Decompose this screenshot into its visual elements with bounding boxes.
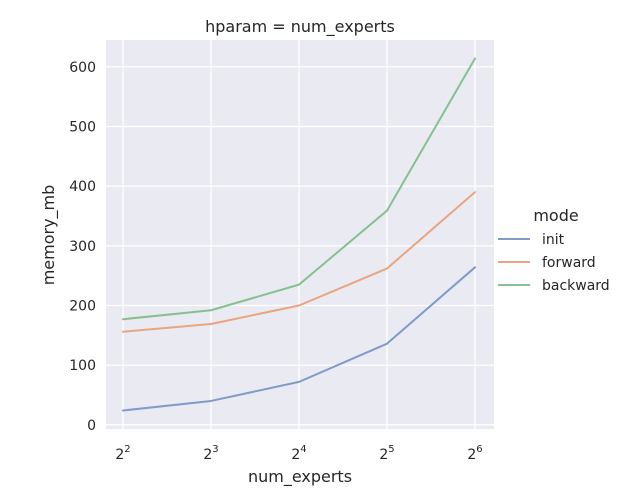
legend-label-backward: backward xyxy=(542,278,610,294)
x-tick-label: 23 xyxy=(203,444,218,463)
y-tick-label: 0 xyxy=(87,418,96,434)
series-line-forward xyxy=(122,191,476,333)
series-lines xyxy=(122,57,476,412)
grid-lines xyxy=(106,40,494,429)
x-tick-label: 24 xyxy=(291,444,306,463)
legend-title: mode xyxy=(533,206,578,225)
y-tick-label: 600 xyxy=(69,60,96,76)
y-axis-label: memory_mb xyxy=(39,185,59,286)
x-axis-label: num_experts xyxy=(248,467,352,487)
x-tick-labels: 22 23 24 25 26 xyxy=(115,444,482,463)
series-line-init xyxy=(122,266,476,412)
y-tick-label: 300 xyxy=(69,239,96,255)
x-tick-label: 26 xyxy=(467,444,482,463)
y-tick-label: 200 xyxy=(69,298,96,314)
x-tick-label: 22 xyxy=(115,444,130,463)
plot-area-background xyxy=(106,40,494,429)
x-tick-label: 25 xyxy=(379,444,394,463)
y-tick-labels: 0 100 200 300 400 500 600 xyxy=(69,60,96,434)
chart-title: hparam = num_experts xyxy=(205,17,395,37)
legend-label-forward: forward xyxy=(542,255,596,271)
y-tick-label: 500 xyxy=(69,120,96,136)
y-tick-label: 100 xyxy=(69,358,96,374)
series-line-backward xyxy=(122,57,476,321)
y-tick-label: 400 xyxy=(69,179,96,195)
legend: mode init forward backward xyxy=(498,206,610,294)
legend-label-init: init xyxy=(542,232,565,248)
